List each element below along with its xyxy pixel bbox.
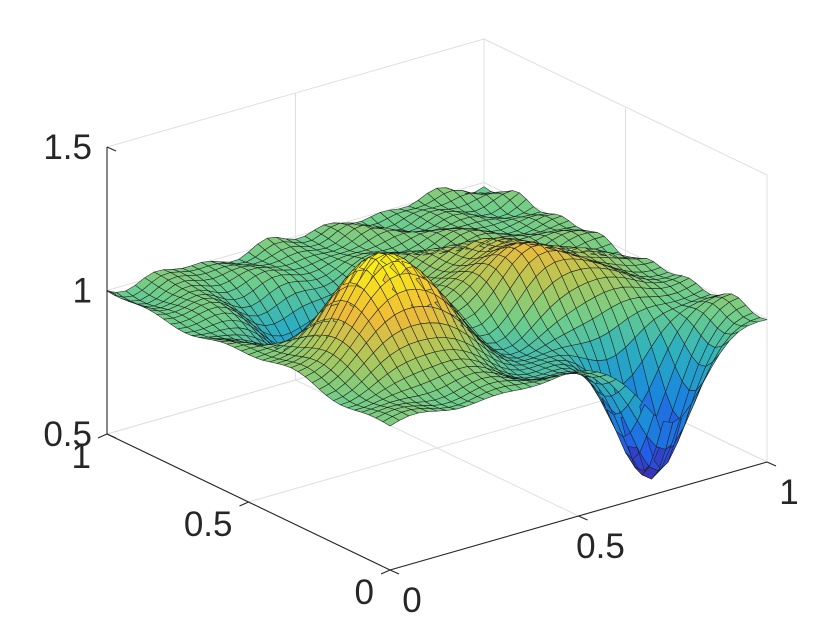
x-tick-label: 1 <box>779 473 798 512</box>
y-tick-mark <box>380 569 391 575</box>
y-tick-label: 0.5 <box>184 505 233 544</box>
z-tick-mark <box>106 146 117 152</box>
surface-mesh <box>106 186 768 480</box>
z-tick-label: 1 <box>73 272 92 311</box>
z-tick-label: 0.5 <box>43 415 92 454</box>
z-tick-label: 1.5 <box>43 128 92 167</box>
floor-grid-line <box>248 393 626 503</box>
y-tick-mark <box>97 433 108 439</box>
y-tick-label: 0 <box>355 573 374 612</box>
x-tick-mark <box>389 569 400 575</box>
y-tick-mark <box>239 501 249 507</box>
z-tick-mark <box>106 289 117 296</box>
x-tick-mark <box>766 461 777 467</box>
back-wall-grid-line <box>106 38 485 148</box>
z-tick-mark <box>106 433 117 439</box>
y-tick-label: 1 <box>72 437 91 476</box>
surface-patch <box>750 317 768 323</box>
side-wall-grid-line <box>483 38 768 176</box>
x-tick-label: 0 <box>402 581 421 620</box>
axes <box>97 146 777 575</box>
x-tick-label: 0.5 <box>576 527 625 566</box>
x-tick-mark <box>578 515 588 521</box>
